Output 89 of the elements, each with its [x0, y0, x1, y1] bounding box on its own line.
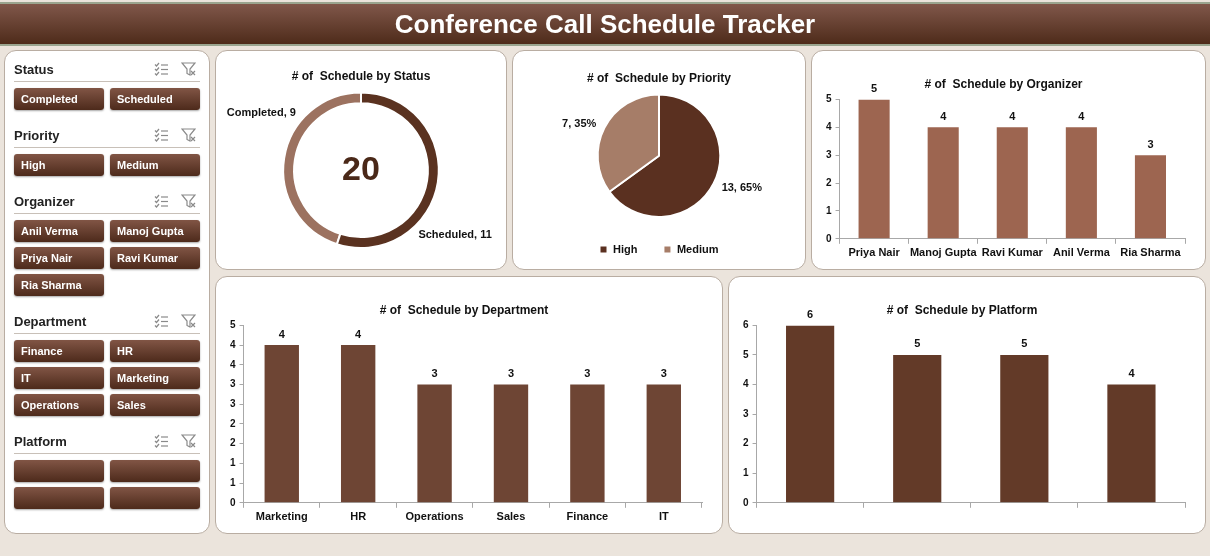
y-tick-label: 1	[826, 204, 832, 216]
data-label: 4	[1078, 109, 1086, 122]
y-tick-label: 2	[230, 437, 236, 449]
x-tick-label: Anil Verma	[1052, 246, 1111, 259]
x-tick-label: Sales	[496, 510, 526, 523]
data-label: 4	[355, 327, 363, 340]
text: Department	[14, 313, 87, 329]
y-tick-label: 4	[230, 358, 236, 370]
category-label: HR	[117, 344, 133, 358]
chart-title: # of Schedule by Platform	[886, 302, 1038, 317]
x-tick-label: HR	[350, 510, 367, 523]
x-tick-label: IT	[658, 510, 669, 523]
data-label: 4	[1128, 367, 1136, 380]
data-label: 3	[660, 367, 667, 380]
y-tick-label: 0	[230, 496, 236, 508]
legend-label: High	[613, 242, 638, 255]
x-tick-label: Ravi Kumar	[981, 246, 1044, 259]
y-tick-label: 4	[230, 338, 236, 350]
text: Conference Call Schedule Tracker	[394, 8, 816, 40]
y-tick-label: 1	[230, 457, 236, 469]
y-tick-label: 2	[743, 437, 749, 449]
bar	[996, 127, 1028, 239]
text: Status	[14, 61, 54, 77]
data-label: 4	[1009, 109, 1017, 122]
bar	[1134, 155, 1166, 239]
y-tick-label: 1	[743, 466, 749, 478]
y-tick-label: 5	[826, 93, 832, 105]
x-tick-label: Finance	[566, 510, 609, 523]
y-tick-label: 5	[743, 348, 749, 360]
bar	[927, 127, 959, 239]
x-tick-label: Manoj Gupta	[909, 246, 978, 259]
x-tick-label: Operations	[405, 510, 464, 523]
chart-title: # of Schedule by Priority	[586, 70, 732, 85]
category-label: Anil Verma	[21, 224, 78, 238]
y-tick-label: 5	[230, 319, 236, 331]
data-label: 4	[278, 327, 286, 340]
text: Priority	[14, 127, 60, 143]
bar	[1107, 384, 1156, 503]
category-label: Manoj Gupta	[117, 224, 184, 238]
category-label: Scheduled	[117, 92, 173, 106]
y-tick-label: 3	[826, 148, 832, 160]
x-tick-label: Ria Sharma	[1120, 246, 1182, 259]
x-tick-label: Priya Nair	[848, 246, 901, 259]
category-label: Ria Sharma	[21, 278, 82, 292]
data-label: Completed, 9	[226, 105, 296, 118]
chart-title: # of Schedule by Status	[291, 68, 431, 83]
bar	[858, 99, 890, 239]
category-label: IT	[21, 371, 31, 385]
data-label: 13, 65%	[721, 180, 763, 193]
bar	[1065, 127, 1097, 239]
bar	[893, 354, 942, 503]
data-label: 3	[584, 367, 591, 380]
legend-label: Medium	[676, 242, 719, 255]
data-label: 7, 35%	[562, 116, 597, 129]
bar	[1000, 354, 1049, 503]
y-tick-label: 2	[230, 417, 236, 429]
y-tick-label: 0	[743, 496, 749, 508]
category-label: Finance	[21, 344, 63, 358]
data-label: Scheduled, 11	[418, 228, 492, 241]
data-label: 6	[807, 307, 814, 320]
text: Platform	[14, 433, 67, 449]
text: 20	[342, 148, 380, 187]
data-label: 5	[871, 81, 878, 94]
category-label: Marketing	[117, 371, 169, 385]
y-tick-label: 4	[743, 378, 749, 390]
y-tick-label: 1	[230, 476, 236, 488]
category-label: Operations	[21, 398, 80, 412]
data-label: 3	[1147, 137, 1154, 150]
y-tick-label: 3	[230, 378, 236, 390]
y-tick-label: 6	[743, 319, 749, 331]
data-label: 5	[914, 337, 921, 350]
y-tick-label: 4	[826, 121, 832, 133]
data-label: 3	[431, 367, 438, 380]
category-label: Sales	[117, 398, 146, 412]
data-label: 4	[940, 109, 948, 122]
y-tick-label: 3	[743, 407, 749, 419]
chart-title: # of Schedule by Organizer	[924, 76, 1083, 91]
y-tick-label: 2	[826, 176, 832, 188]
y-tick-label: 3	[230, 397, 236, 409]
data-label: 3	[507, 367, 515, 380]
chart-title: # of Schedule by Department	[379, 302, 549, 317]
text: Organizer	[14, 193, 75, 209]
x-tick-label: Marketing	[255, 510, 308, 523]
bar	[786, 325, 835, 503]
category-label: Medium	[117, 158, 159, 172]
category-label: High	[21, 158, 46, 172]
category-label: Completed	[21, 92, 78, 106]
data-label: 5	[1021, 337, 1028, 350]
y-tick-label: 0	[826, 232, 832, 244]
